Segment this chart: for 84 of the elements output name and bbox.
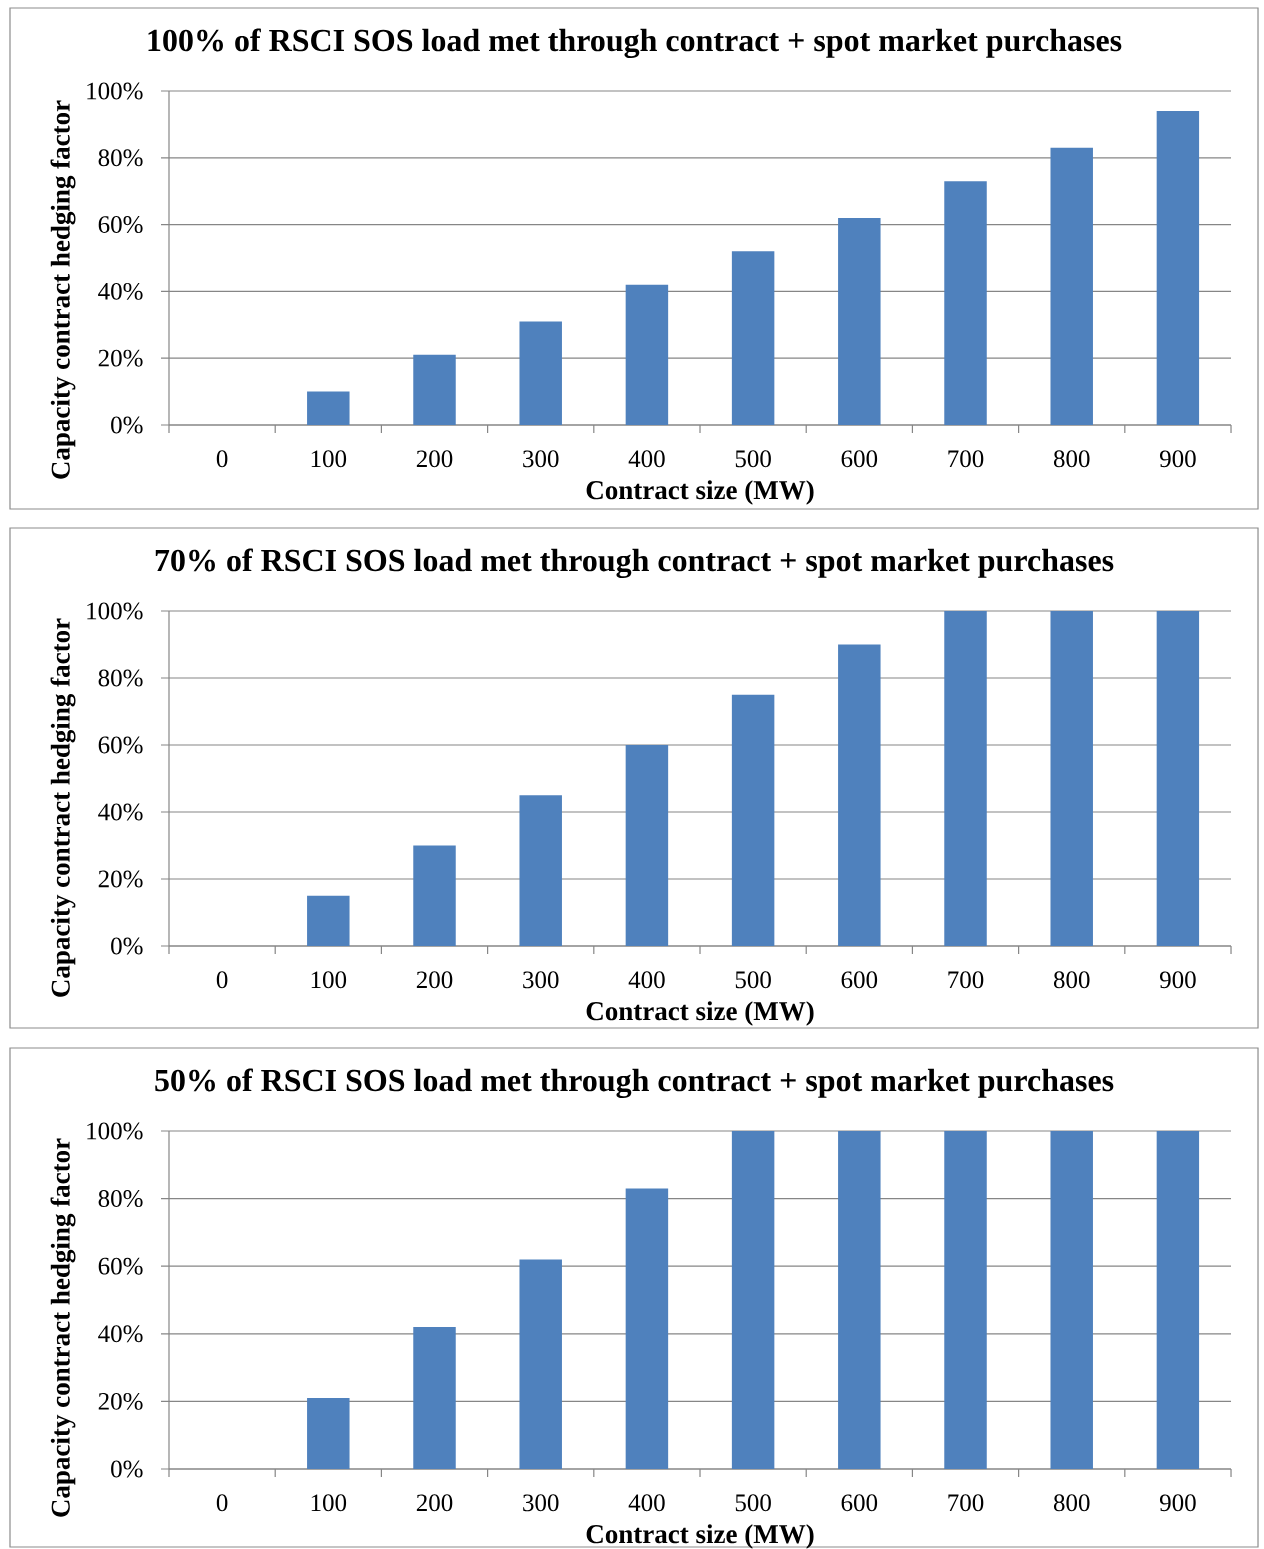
bar [731,1131,775,1469]
y-tick-label: 100% [87,1122,143,1140]
y-tick-label: 100% [87,82,143,100]
y-tick-label: 80% [98,669,143,687]
bar [1050,1131,1093,1469]
y-tick-label: 0% [111,416,143,434]
bar [413,1327,456,1469]
bar [413,845,456,946]
bar [1050,147,1093,425]
x-tick-label: 900 [1159,1494,1196,1512]
bar [519,1259,562,1469]
x-tick-label: 100 [311,1494,347,1512]
x-tick-label: 200 [416,971,453,989]
x-tick-label: 800 [1053,1494,1090,1512]
y-tick-label: 0% [111,937,143,955]
x-axis-title: Contract size (MW) [586,1001,814,1026]
bar [625,284,669,425]
bar [1156,1131,1200,1469]
bar [731,694,775,946]
bar [307,1398,350,1469]
x-tick-label: 0 [216,450,228,468]
x-tick-label: 300 [523,1494,559,1512]
y-tick-label: 100% [87,602,143,620]
bar [519,795,562,946]
x-tick-label: 300 [523,971,559,989]
bar [519,321,562,425]
x-tick-label: 900 [1159,971,1196,989]
y-tick-label: 20% [98,870,143,888]
bar [944,181,987,425]
bar [944,1131,987,1469]
x-tick-label: 900 [1159,450,1196,468]
x-tick-label: 400 [628,971,665,989]
x-axis-title: Contract size (MW) [586,1524,814,1549]
x-tick-label: 600 [841,971,878,989]
bar [944,610,987,946]
x-tick-label: 700 [948,450,984,468]
chart-title: 100% of RSCI SOS load met through contract + spot market purchases [148,28,1122,59]
y-axis-title: Capacity contract hedging factor [50,100,76,479]
x-tick-label: 400 [628,1494,665,1512]
y-tick-label: 80% [98,149,143,167]
x-tick-label: 0 [216,1494,228,1512]
bar [1156,111,1200,425]
x-tick-label: 200 [416,450,453,468]
x-tick-label: 800 [1053,971,1090,989]
x-tick-label: 500 [735,450,771,468]
y-tick-label: 60% [98,216,143,234]
x-tick-label: 500 [735,971,771,989]
y-tick-label: 80% [98,1190,143,1208]
x-tick-label: 200 [416,1494,453,1512]
y-tick-label: 40% [98,1325,143,1343]
y-tick-label: 60% [98,736,143,754]
x-tick-label: 400 [628,450,665,468]
bar [731,251,775,425]
chart-title: 50% of RSCI SOS load met through contract + spot market purchases [155,1068,1114,1099]
x-tick-label: 700 [948,1494,984,1512]
y-tick-label: 20% [98,349,143,367]
bar [413,354,456,425]
x-tick-label: 600 [841,1494,878,1512]
y-tick-label: 40% [98,803,143,821]
y-tick-label: 20% [98,1392,143,1410]
bar [625,744,669,946]
bar [838,1131,881,1469]
y-axis-title: Capacity contract hedging factor [50,618,76,997]
bar [625,1188,669,1469]
x-tick-label: 300 [523,450,559,468]
x-tick-label: 100 [311,971,347,989]
bar [307,895,350,946]
y-tick-label: 0% [111,1460,143,1478]
bar [1156,610,1200,946]
x-tick-label: 600 [841,450,878,468]
chart-title: 70% of RSCI SOS load met through contract + spot market purchases [155,548,1114,579]
bar [307,391,350,425]
x-tick-label: 100 [311,450,347,468]
y-axis-title: Capacity contract hedging factor [50,1138,76,1517]
y-tick-label: 60% [98,1257,143,1275]
x-tick-label: 700 [948,971,984,989]
x-tick-label: 500 [735,1494,771,1512]
x-axis-title: Contract size (MW) [586,480,814,505]
bar [838,644,881,946]
x-tick-label: 0 [216,971,228,989]
y-tick-label: 40% [98,282,143,300]
bar [1050,610,1093,946]
x-tick-label: 800 [1053,450,1090,468]
bar [838,217,881,425]
